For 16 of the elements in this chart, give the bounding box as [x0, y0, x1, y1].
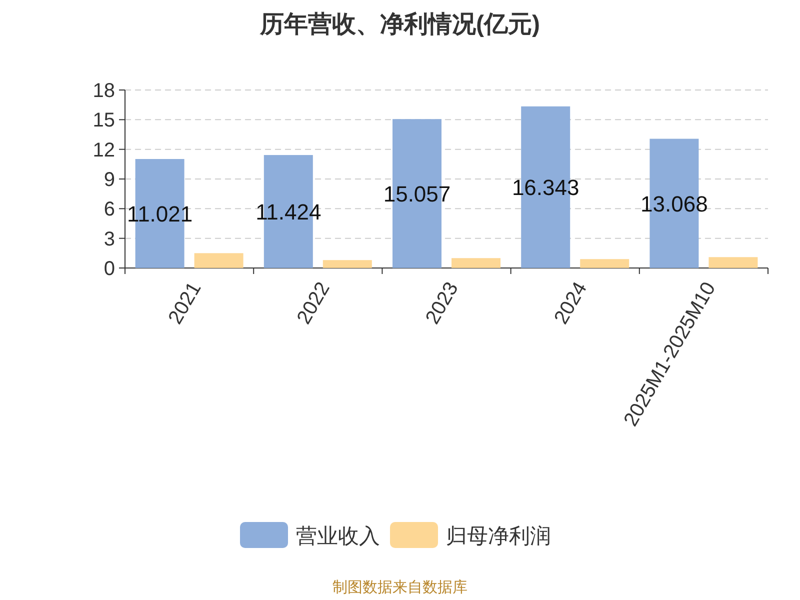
chart-title: 历年营收、净利情况(亿元) [259, 11, 540, 38]
bar [322, 260, 372, 268]
y-tick-label: 12 [92, 139, 115, 162]
bar [580, 259, 630, 268]
text: 制图数据来自数据库 [332, 579, 468, 596]
y-tick-label: 15 [92, 110, 115, 132]
bar [194, 253, 244, 268]
y-tick-label: 9 [104, 169, 115, 191]
bar [452, 258, 500, 268]
y-tick-label: 3 [104, 228, 115, 250]
legend-label: 营业收入 [296, 525, 380, 548]
bar [708, 257, 758, 268]
y-tick-label: 6 [104, 198, 115, 221]
legend-label: 归母净利润 [446, 525, 551, 548]
y-tick-label: 0 [104, 258, 115, 280]
y-tick-label: 18 [92, 80, 115, 102]
